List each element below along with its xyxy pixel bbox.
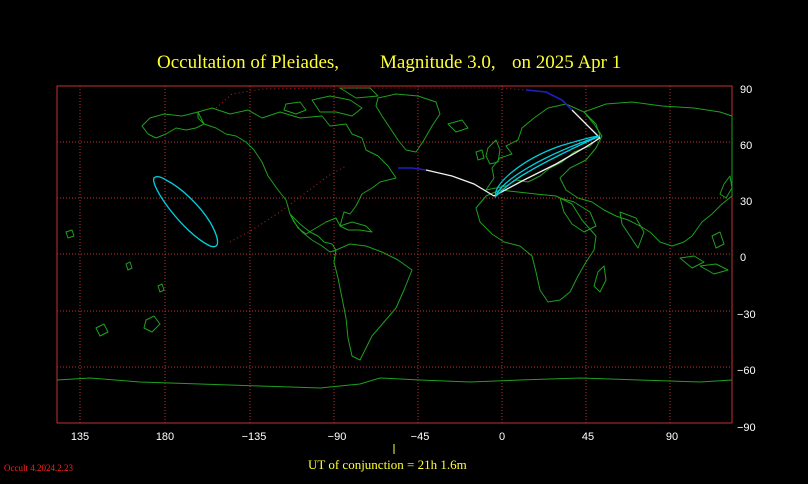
lon-tick-label: −45	[411, 431, 430, 443]
coast-greenland	[375, 93, 441, 153]
lon-tick-label: 180	[156, 431, 174, 443]
conjunction-label: UT of conjunction = 21h 1.6m	[308, 457, 467, 472]
coast-arabia-india	[559, 197, 645, 249]
title-magnitude: Magnitude 3.0,	[380, 52, 496, 73]
daylight-limit-line	[215, 87, 551, 243]
coast-arctic-islands	[283, 87, 379, 117]
limit-line-visible	[425, 109, 601, 197]
title-object: Occultation of Pleiades,	[157, 52, 339, 73]
coast-se-asia-islands	[679, 231, 729, 275]
graze-loop-pacific	[153, 176, 219, 248]
version-label: Occult 4.2024.2.23	[4, 463, 73, 473]
lat-tick-label: −90	[737, 422, 756, 434]
coast-antarctica	[56, 377, 733, 389]
lat-tick-label: −30	[737, 309, 756, 321]
coast-asia	[559, 101, 733, 247]
lon-tick-label: 0	[499, 431, 505, 443]
coast-madagascar	[593, 265, 607, 293]
coast-pacific-islands	[65, 229, 165, 293]
lon-tick-label: 135	[71, 431, 89, 443]
coastlines	[56, 87, 733, 389]
coast-new-zealand	[95, 315, 161, 337]
coast-japan	[719, 175, 733, 199]
coast-north-america	[197, 107, 397, 235]
coast-alaska	[141, 111, 205, 139]
lon-tick-label: −135	[242, 431, 267, 443]
graze-loop-europe	[495, 135, 601, 197]
title-date: on 2025 Apr 1	[512, 52, 621, 73]
coast-british-isles	[447, 119, 501, 165]
map-grid	[57, 86, 732, 423]
lat-tick-label: 30	[740, 196, 752, 208]
lat-tick-label: 90	[740, 84, 752, 96]
lat-tick-label: −60	[737, 365, 756, 377]
coast-europe	[485, 103, 601, 191]
graze-loop-europe-outer	[495, 135, 601, 197]
coast-south-america	[333, 243, 413, 361]
coast-africa	[475, 189, 597, 303]
lon-tick-label: −90	[328, 431, 347, 443]
lon-tick-label: 45	[582, 431, 594, 443]
lat-tick-label: 0	[740, 252, 746, 264]
lat-tick-label: 60	[740, 140, 752, 152]
limit-line-sunlit	[398, 89, 573, 171]
lon-tick-label: 90	[666, 431, 678, 443]
